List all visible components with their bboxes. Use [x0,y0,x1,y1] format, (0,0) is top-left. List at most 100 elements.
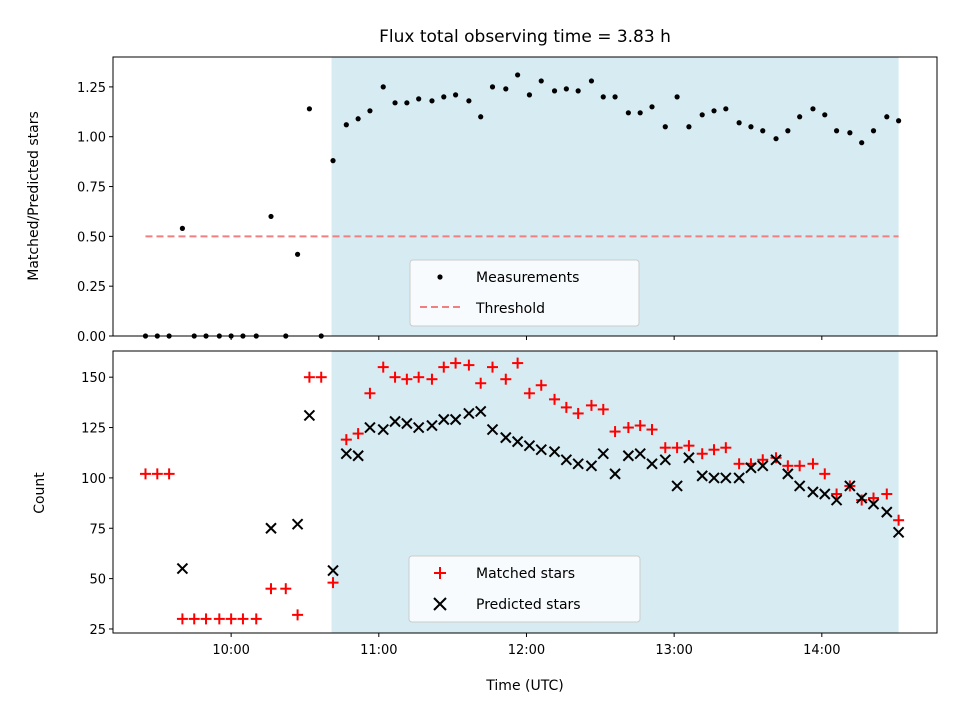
matched-star-point [696,448,708,460]
measurement-point [822,112,828,118]
measurement-point [452,92,459,98]
predicted-star-point [892,526,905,538]
measurement-point [306,106,313,112]
measurement-point [600,94,606,100]
matched-star-point [560,401,572,413]
measurement-point [515,72,521,78]
measurement-point [896,118,902,124]
matched-star-point [213,613,225,625]
matched-star-point [708,444,720,456]
predicted-star-point [844,480,856,492]
measurement-point [736,120,742,126]
matched-star-point [139,468,151,480]
y-tick-label: 0.25 [77,280,106,295]
chart-title: Flux total observing time = 3.83 h [379,27,671,47]
predicted-star-point [352,450,364,462]
measurement-point [392,100,398,106]
measurement-point [441,94,447,100]
measurement-point [884,114,890,120]
matched-star-point [512,357,524,369]
predicted-star-point [807,486,819,498]
x-tick-label: 13:00 [655,643,692,658]
measurement-point [478,114,484,120]
count-legend-box [408,555,641,623]
predicted-star-point [500,431,512,444]
predicted-star-point [474,405,487,418]
predicted-star-point [438,413,450,426]
matched-star-point [609,426,621,438]
measurement-point [760,128,766,134]
measurement-point [489,84,496,90]
measurement-point [367,108,373,114]
y-tick-label: 1.25 [77,81,106,96]
predicted-star-point [401,417,413,430]
measurement-point [797,114,803,120]
legend-threshold-label: Threshold [475,301,545,317]
predicted-star-point [659,454,671,466]
matched-star-point [438,361,450,373]
measurement-point [637,110,643,116]
predicted-star-point [572,458,584,470]
predicted-star-point [597,448,609,460]
predicted-star-point [535,443,547,456]
measurement-point [711,108,717,114]
predicted-star-point [548,446,561,458]
matched-star-point [151,468,163,480]
matched-star-point [377,361,389,373]
predicted-star-point [733,472,745,484]
legend-measurements-label: Measurements [476,270,579,286]
predicted-star-point [683,452,695,464]
x-tick-label: 10:00 [212,643,249,658]
ratio-x-ticks [230,336,823,340]
matched-star-point [549,393,561,405]
y-tick-label: 125 [81,422,106,437]
predicted-star-point [449,413,462,426]
predicted-star-point [523,439,536,452]
matched-star-point [340,434,352,446]
matched-star-point [163,468,175,480]
count-legend: Matched stars Predicted stars [408,555,641,623]
count-x-ticks: 10:00 11:00 12:00 13:00 14:00 [212,633,841,658]
count-y-axis-label: Count [32,472,48,514]
predicted-star-point [609,468,621,480]
ratio-y-ticks: 0.00 0.25 0.50 0.75 1.00 1.25 [77,81,113,345]
measurement-point [575,88,581,94]
predicted-star-point [782,468,794,480]
predicted-star-point [819,488,831,500]
measurement-point [503,86,509,92]
matched-star-point [352,428,364,440]
ratio-panel-frame [112,56,938,337]
matched-star-point [782,460,794,472]
matched-star-point [819,468,831,480]
matched-star-point [265,583,277,595]
predicted-star-point [671,480,683,492]
legend-predicted-marker [433,597,447,611]
predicted-star-point [176,562,189,575]
measurement-point [773,136,779,142]
predicted-star-point [486,423,499,436]
matched-star-point [364,387,376,399]
ratio-legend: Measurements Threshold [409,259,640,327]
matched-star-point [646,424,658,436]
x-tick-label: 14:00 [803,643,840,658]
measurement-point [466,98,472,104]
matched-star-point [807,458,819,470]
predicted-star-point [291,518,304,530]
y-tick-label: 25 [89,623,106,638]
matched-star-point [634,420,646,432]
predicted-star-point [867,498,880,510]
predicted-star-point [646,458,658,470]
matched-star-point [683,440,695,452]
matched-star-point [572,407,584,419]
count-panel-frame [112,350,938,634]
predicted-star-points [176,405,905,577]
predicted-star-point [770,454,782,466]
matched-star-point [401,373,413,385]
y-tick-label: 0.75 [77,181,106,196]
measurement-point [404,100,410,106]
matched-star-point [659,442,671,454]
matched-star-point [280,583,292,595]
predicted-star-point [511,435,524,448]
predicted-star-point [708,472,720,484]
